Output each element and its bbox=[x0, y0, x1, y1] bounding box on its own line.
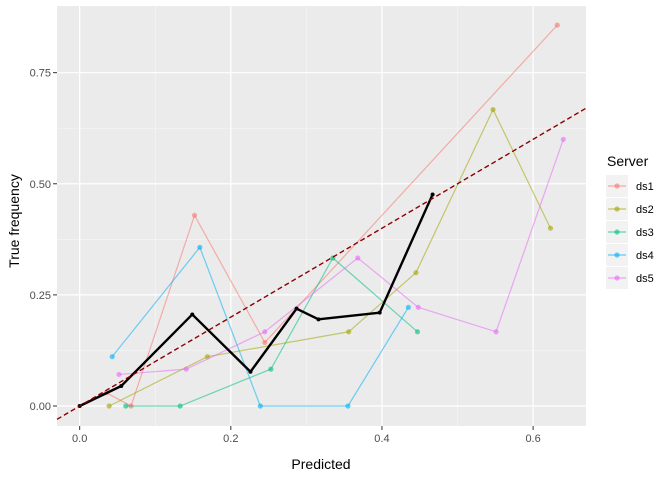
legend-dot-ds2 bbox=[614, 206, 620, 212]
legend: Server ds1 ds2 ds3 ds4 ds5 bbox=[606, 153, 654, 289]
point-ds5 bbox=[262, 329, 268, 335]
overall-point bbox=[377, 310, 382, 315]
x-axis: 0.0 0.2 0.4 0.6 bbox=[72, 426, 541, 445]
point-ds2 bbox=[346, 329, 352, 335]
y-tick-label: 0.25 bbox=[30, 290, 51, 302]
legend-dot-ds5 bbox=[614, 275, 620, 281]
legend-title: Server bbox=[607, 153, 649, 169]
point-ds3 bbox=[177, 403, 183, 409]
point-ds3 bbox=[414, 329, 421, 335]
legend-label-ds2: ds2 bbox=[636, 204, 654, 216]
point-ds1 bbox=[262, 339, 268, 346]
series-line-ds2 bbox=[108, 108, 552, 407]
point-ds3 bbox=[123, 403, 129, 409]
legend-item-ds3: ds3 bbox=[606, 221, 654, 243]
overall-point bbox=[294, 306, 299, 311]
point-ds5 bbox=[493, 329, 499, 335]
plot-panel bbox=[57, 6, 586, 426]
y-tick-label: 0.50 bbox=[30, 179, 51, 191]
legend-label-ds3: ds3 bbox=[636, 227, 654, 239]
point-ds5 bbox=[560, 136, 566, 142]
x-axis-title: Predicted bbox=[291, 456, 350, 472]
reference-layer bbox=[56, 107, 587, 420]
point-ds1 bbox=[191, 212, 198, 218]
point-ds4 bbox=[345, 403, 351, 409]
legend-item-ds5: ds5 bbox=[606, 267, 654, 289]
point-ds4 bbox=[257, 403, 263, 409]
overall-point bbox=[248, 369, 253, 374]
point-ds2 bbox=[106, 403, 112, 409]
x-tick-label: 0.2 bbox=[223, 433, 238, 445]
legend-label-ds4: ds4 bbox=[636, 250, 654, 262]
x-tick-label: 0.4 bbox=[374, 433, 389, 445]
point-ds2 bbox=[490, 106, 496, 113]
series-ds3 bbox=[123, 255, 421, 409]
legend-label-ds5: ds5 bbox=[636, 273, 654, 285]
reference-line bbox=[56, 107, 587, 420]
y-tick-label: 0.00 bbox=[30, 401, 51, 413]
y-tick-label: 0.75 bbox=[30, 68, 51, 80]
overall-point bbox=[316, 317, 321, 322]
minor-gridlines bbox=[57, 6, 586, 426]
point-ds2 bbox=[547, 225, 554, 231]
x-tick-label: 0.0 bbox=[72, 433, 87, 445]
y-axis: 0.00 0.25 0.50 0.75 bbox=[30, 68, 57, 413]
legend-dot-ds1 bbox=[614, 183, 620, 189]
series-layer bbox=[103, 22, 566, 409]
point-ds1 bbox=[554, 22, 560, 28]
point-ds5 bbox=[183, 366, 189, 372]
overall-point bbox=[119, 384, 124, 388]
overall-point bbox=[190, 312, 195, 317]
legend-dot-ds4 bbox=[614, 252, 620, 258]
point-ds4 bbox=[197, 244, 203, 250]
overall-point bbox=[430, 192, 435, 197]
point-ds4 bbox=[405, 304, 412, 310]
series-ds4 bbox=[109, 244, 412, 409]
point-ds5 bbox=[116, 371, 122, 378]
point-ds2 bbox=[413, 270, 419, 276]
legend-item-ds1: ds1 bbox=[606, 175, 654, 197]
point-ds4 bbox=[109, 354, 115, 360]
x-tick-label: 0.6 bbox=[525, 433, 540, 445]
y-axis-title: True frequency bbox=[6, 174, 22, 268]
point-ds3 bbox=[268, 366, 274, 372]
legend-label-ds1: ds1 bbox=[636, 181, 654, 193]
point-ds5 bbox=[355, 255, 361, 261]
legend-dot-ds3 bbox=[614, 229, 620, 235]
legend-item-ds2: ds2 bbox=[606, 198, 654, 220]
series-ds5 bbox=[116, 136, 566, 378]
point-ds5 bbox=[415, 304, 421, 310]
legend-item-ds4: ds4 bbox=[606, 244, 654, 266]
